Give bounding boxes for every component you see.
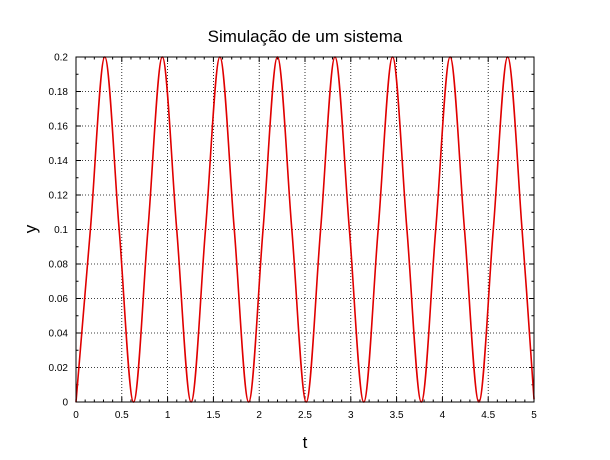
y-tick-label: 0.04 [49,329,69,340]
data-point [262,228,264,231]
x-tick-label: 3 [348,410,354,421]
x-tick-label: 3.5 [390,410,404,421]
data-point [118,228,120,231]
y-axis-label: y [21,224,40,233]
data-point [320,228,322,231]
x-axis-label: t [303,433,308,452]
data-point [435,228,437,231]
y-tick-label: 0.2 [54,53,68,64]
axis-ticks: 0 0.5 1 1.5 2 2.5 3 3.5 4 4.5 5 0 0.02 0.04 0.06 0.08 0.… [49,53,538,422]
data-point [89,228,91,231]
x-tick-label: 1.5 [206,410,220,421]
y-tick-label: 0.18 [49,87,69,98]
y-tick-label: 0.1 [54,225,68,236]
x-tick-label: 2.5 [298,410,312,421]
data-point [521,228,523,231]
x-tick-label: 0.5 [115,410,129,421]
data-point [463,228,466,231]
x-tick-label: 5 [531,410,537,421]
data-point [348,228,350,231]
data-point [204,228,207,231]
x-tick-label: 1 [165,410,171,421]
y-tick-label: 0.16 [49,122,69,133]
data-point [176,228,178,231]
chart-title: Simulação de um sistema [208,27,403,46]
y-tick-label: 0.14 [49,156,69,167]
plot-frame [75,56,535,403]
data-point [233,228,235,231]
x-tick-label: 2 [256,410,262,421]
data-point [406,228,408,231]
y-tick-label: 0.12 [49,191,69,202]
grid [76,57,534,402]
y-tick-label: 0 [62,398,68,409]
data-point [377,228,379,231]
data-point [291,228,293,231]
data-point [492,228,494,231]
y-tick-label: 0.08 [49,260,69,271]
x-tick-label: 0 [73,410,79,421]
x-tick-label: 4.5 [481,410,495,421]
y-tick-label: 0.06 [49,294,69,305]
y-tick-label: 0.02 [49,363,69,374]
data-point [147,228,149,231]
x-tick-label: 4 [440,410,446,421]
